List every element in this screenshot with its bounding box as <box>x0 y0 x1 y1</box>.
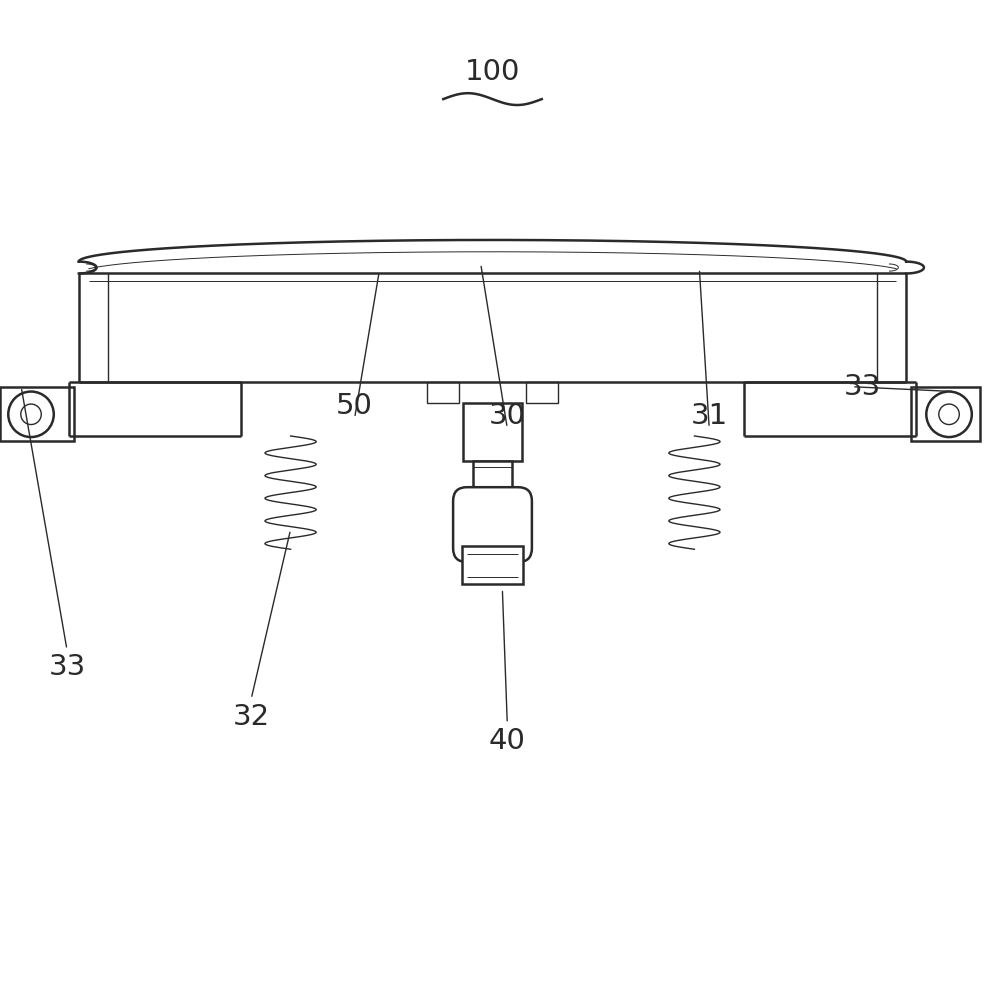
Bar <box>526 382 558 403</box>
Text: 30: 30 <box>489 402 526 430</box>
Text: 100: 100 <box>465 58 520 86</box>
Text: 50: 50 <box>336 392 373 420</box>
Text: 32: 32 <box>232 703 270 731</box>
Bar <box>0 387 74 441</box>
Text: 33: 33 <box>843 373 881 401</box>
Bar <box>463 403 522 461</box>
Text: 33: 33 <box>48 653 86 681</box>
Text: 40: 40 <box>489 727 526 755</box>
Circle shape <box>939 404 959 425</box>
Bar <box>427 382 459 403</box>
FancyBboxPatch shape <box>453 487 532 562</box>
Bar <box>911 387 980 441</box>
Circle shape <box>8 392 54 437</box>
Bar <box>473 461 512 495</box>
Bar <box>462 546 523 584</box>
Circle shape <box>21 404 41 425</box>
Circle shape <box>926 392 972 437</box>
Text: 31: 31 <box>690 402 728 430</box>
